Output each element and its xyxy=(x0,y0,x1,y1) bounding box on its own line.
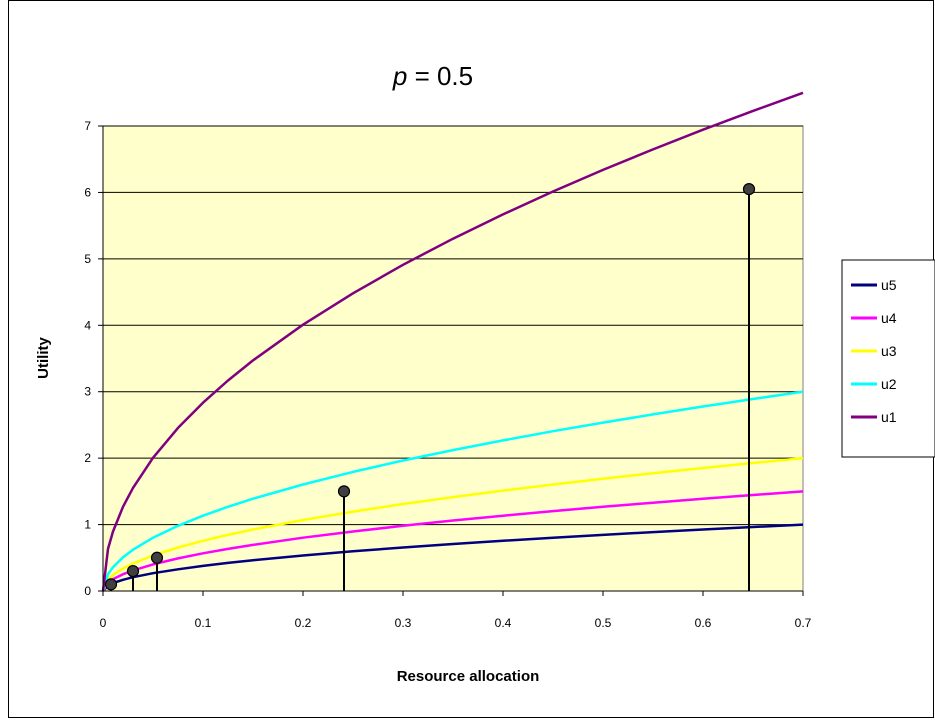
series-line-u3 xyxy=(101,456,804,592)
series-line-u1 xyxy=(101,91,804,592)
y-tick-label: 4 xyxy=(84,318,91,332)
legend: u5 u4 u3 u2 u1 xyxy=(841,259,935,458)
legend-label-u1: u1 xyxy=(881,409,897,425)
allocation-stems xyxy=(104,183,756,591)
legend-label-u5: u5 xyxy=(881,277,897,293)
x-tick-label: 0.7 xyxy=(795,616,812,630)
title-value: = 0.5 xyxy=(407,61,473,91)
series-line-u2 xyxy=(101,390,804,592)
x-tick-label: 0.6 xyxy=(695,616,712,630)
y-tick-label: 1 xyxy=(84,518,91,532)
allocation-point-u1 xyxy=(742,183,756,196)
series-line-u5 xyxy=(102,523,804,592)
y-tick-label: 3 xyxy=(84,385,91,399)
y-tick-label: 7 xyxy=(84,119,91,133)
title-variable: p xyxy=(392,61,407,91)
gridlines xyxy=(103,125,803,526)
chart-title: p = 0.5 xyxy=(392,61,473,91)
x-tick-label: 0.2 xyxy=(295,616,312,630)
legend-label-u4: u4 xyxy=(881,310,897,326)
plot-area xyxy=(102,125,804,592)
chart-area: p = 0.5 0 1 2 3 4 5 6 7 0 0.1 0.2 0.3 0.4 0.5 0.6 0.7 R… xyxy=(8,0,935,718)
y-tick-label: 6 xyxy=(84,185,91,199)
y-tick-label: 0 xyxy=(84,584,91,598)
x-tick-label: 0.5 xyxy=(595,616,612,630)
allocation-point-u5 xyxy=(104,578,118,591)
y-tick-label: 5 xyxy=(84,252,91,266)
allocation-point-u4 xyxy=(126,564,140,578)
x-tick-label: 0.3 xyxy=(395,616,412,630)
y-axis-title: Utility xyxy=(35,337,52,379)
allocation-point-u2 xyxy=(337,485,351,498)
x-tick-label: 0.4 xyxy=(495,616,512,630)
x-tick-label: 0.1 xyxy=(195,616,212,630)
series-line-u4 xyxy=(101,490,804,592)
legend-label-u3: u3 xyxy=(881,343,897,359)
legend-box xyxy=(841,259,935,458)
allocation-point-u3 xyxy=(150,551,164,564)
legend-label-u2: u2 xyxy=(881,376,897,392)
axes xyxy=(98,125,804,596)
chart: p = 0.5 0 1 2 3 4 5 6 7 0 0.1 0.2 0.3 0.4 0.5 0.6 0.7 R… xyxy=(35,61,935,685)
tick-labels: 0 1 2 3 4 5 6 7 0 0.1 0.2 0.3 0.4 0.5 0.6 0.7 xyxy=(84,119,811,630)
x-tick-label: 0 xyxy=(100,616,107,630)
x-axis-title: Resource allocation xyxy=(397,668,540,685)
y-tick-label: 2 xyxy=(84,451,91,465)
series-lines xyxy=(101,91,804,592)
